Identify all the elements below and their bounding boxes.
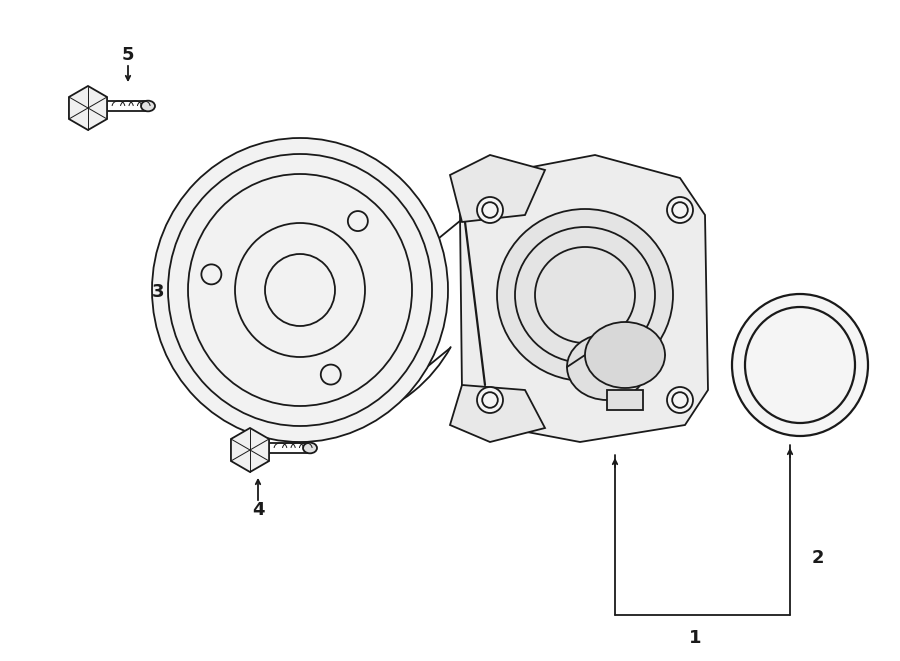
Polygon shape	[231, 428, 269, 472]
Text: 3: 3	[152, 283, 164, 301]
Polygon shape	[460, 155, 708, 442]
Ellipse shape	[497, 209, 673, 381]
Ellipse shape	[152, 138, 448, 442]
Polygon shape	[69, 86, 107, 130]
Ellipse shape	[732, 294, 868, 436]
Ellipse shape	[585, 322, 665, 388]
Ellipse shape	[303, 443, 317, 453]
Text: 1: 1	[688, 629, 701, 647]
Polygon shape	[450, 385, 545, 442]
Polygon shape	[450, 155, 545, 222]
Ellipse shape	[667, 387, 693, 413]
Ellipse shape	[567, 334, 647, 400]
Ellipse shape	[477, 387, 503, 413]
Ellipse shape	[477, 197, 503, 223]
Polygon shape	[607, 390, 643, 410]
Ellipse shape	[667, 197, 693, 223]
Text: 4: 4	[252, 501, 265, 519]
Ellipse shape	[141, 100, 155, 111]
Text: 5: 5	[122, 46, 134, 64]
Text: 2: 2	[812, 549, 824, 567]
